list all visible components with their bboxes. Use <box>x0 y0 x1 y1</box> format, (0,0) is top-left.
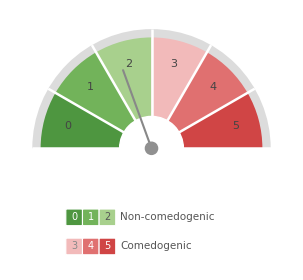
FancyBboxPatch shape <box>99 238 116 255</box>
Text: 5: 5 <box>232 121 239 131</box>
Circle shape <box>145 142 158 154</box>
Text: 3: 3 <box>171 59 178 69</box>
Wedge shape <box>168 52 248 132</box>
Wedge shape <box>96 38 152 121</box>
Text: Non-comedogenic: Non-comedogenic <box>120 212 215 222</box>
Text: 5: 5 <box>104 241 111 251</box>
FancyBboxPatch shape <box>99 209 116 226</box>
Wedge shape <box>179 93 262 148</box>
Wedge shape <box>55 52 135 132</box>
Text: Comedogenic: Comedogenic <box>120 241 192 251</box>
Text: 0: 0 <box>64 121 71 131</box>
FancyBboxPatch shape <box>82 238 99 255</box>
Wedge shape <box>41 93 124 148</box>
Text: 2: 2 <box>125 59 132 69</box>
Text: 1: 1 <box>86 82 93 92</box>
FancyBboxPatch shape <box>66 209 82 226</box>
Text: 0: 0 <box>71 212 77 222</box>
Wedge shape <box>32 29 271 148</box>
Text: 4: 4 <box>88 241 94 251</box>
FancyBboxPatch shape <box>66 238 82 255</box>
Text: 1: 1 <box>88 212 94 222</box>
Text: 4: 4 <box>210 82 217 92</box>
Text: 2: 2 <box>104 212 111 222</box>
FancyBboxPatch shape <box>82 209 99 226</box>
Wedge shape <box>152 38 207 121</box>
Circle shape <box>120 116 183 180</box>
Text: 3: 3 <box>71 241 77 251</box>
